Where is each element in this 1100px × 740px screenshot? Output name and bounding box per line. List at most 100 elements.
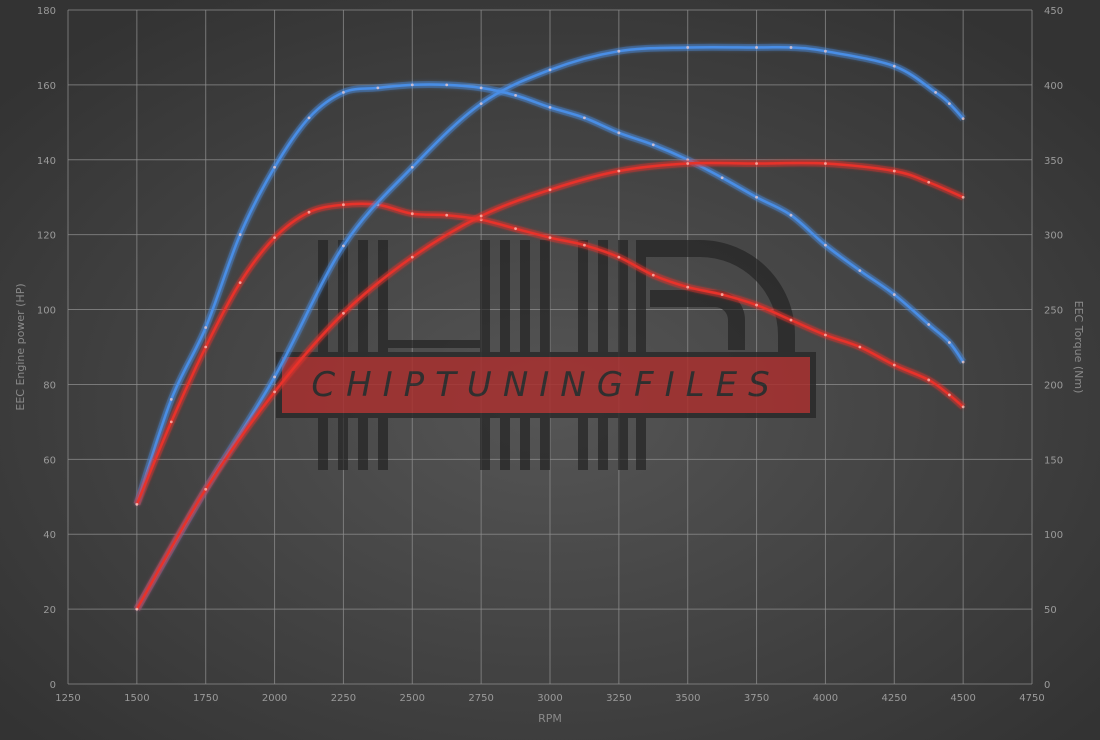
data-point — [927, 323, 931, 326]
y-left-tick-label: 60 — [43, 455, 56, 466]
x-axis-label: RPM — [538, 712, 562, 725]
y-right-tick-label: 50 — [1044, 605, 1057, 616]
torque-line-1 — [135, 202, 964, 505]
data-point — [342, 311, 345, 315]
data-point — [617, 255, 621, 259]
data-point — [617, 49, 621, 53]
data-point — [686, 46, 690, 49]
data-point — [755, 303, 758, 307]
data-point — [686, 162, 690, 165]
data-point — [204, 345, 208, 349]
data-point — [720, 176, 724, 180]
y-right-tick-label: 150 — [1044, 455, 1063, 466]
x-tick-label: 3750 — [744, 693, 769, 704]
data-point — [342, 244, 345, 248]
x-tick-label: 1750 — [193, 693, 218, 704]
data-point — [514, 227, 517, 231]
data-point — [204, 487, 208, 491]
x-tick-label: 3000 — [537, 693, 562, 704]
x-tick-label: 2250 — [331, 693, 356, 704]
data-point — [479, 86, 483, 90]
data-point — [273, 375, 276, 379]
data-point — [307, 116, 311, 120]
data-point — [514, 93, 517, 97]
watermark-logo: CHIPTUNINGFILES — [276, 240, 816, 470]
data-point — [410, 165, 414, 169]
y-left-tick-label: 140 — [37, 156, 56, 167]
data-point — [342, 203, 345, 207]
data-point — [169, 398, 173, 401]
y-left-tick-label: 100 — [37, 306, 56, 317]
data-point — [651, 273, 655, 277]
data-point — [273, 165, 276, 169]
y-right-tick-label: 300 — [1044, 231, 1063, 242]
data-point — [961, 405, 965, 409]
data-point — [789, 318, 793, 322]
data-point — [410, 83, 414, 87]
x-tick-label: 2000 — [262, 693, 287, 704]
data-point — [961, 195, 965, 199]
data-point — [445, 213, 449, 217]
data-point — [617, 169, 621, 173]
y-left-tick-label: 40 — [43, 530, 56, 541]
x-tick-label: 2750 — [468, 693, 493, 704]
y-right-tick-label: 450 — [1044, 6, 1063, 17]
data-point — [548, 236, 552, 240]
y-right-tick-label: 350 — [1044, 156, 1063, 167]
y-left-tick-label: 0 — [50, 680, 56, 691]
data-point — [858, 269, 862, 273]
y-left-tick-label: 20 — [43, 605, 56, 616]
data-point — [307, 210, 311, 214]
data-point — [445, 83, 449, 87]
data-point — [238, 281, 242, 284]
data-point — [927, 378, 931, 382]
data-point — [824, 333, 827, 337]
data-point — [479, 214, 483, 218]
data-point — [238, 233, 242, 237]
data-point — [548, 68, 552, 72]
data-point — [169, 420, 173, 424]
data-point — [947, 393, 951, 397]
x-tick-label: 2500 — [400, 693, 425, 704]
data-point — [479, 102, 483, 106]
data-point — [755, 46, 758, 49]
x-tick-label: 4250 — [882, 693, 907, 704]
data-point — [548, 188, 552, 192]
data-point — [789, 213, 793, 217]
y-left-tick-label: 80 — [43, 380, 56, 391]
x-tick-label: 3250 — [606, 693, 631, 704]
data-point — [824, 243, 827, 247]
y-left-tick-label: 120 — [37, 231, 56, 242]
data-point — [858, 345, 862, 349]
data-point — [720, 293, 724, 296]
y-right-tick-label: 400 — [1044, 81, 1063, 92]
data-point — [934, 90, 937, 94]
x-tick-label: 1250 — [55, 693, 80, 704]
ticks: 1250 1500 1750 2000 2250 2500 2750 3000 3250 3500… — [37, 6, 1063, 704]
data-point — [961, 117, 965, 120]
data-point — [789, 46, 793, 49]
x-tick-label: 4500 — [950, 693, 975, 704]
data-point — [583, 116, 586, 120]
data-point — [927, 180, 931, 184]
data-point — [273, 236, 276, 240]
data-point — [410, 212, 414, 216]
y-right-tick-label: 100 — [1044, 530, 1063, 541]
data-point — [479, 218, 483, 222]
data-point — [135, 607, 139, 611]
torque-line-0 — [135, 83, 965, 505]
data-point — [583, 243, 586, 247]
data-point — [892, 363, 896, 367]
data-point — [273, 390, 276, 394]
data-point — [617, 131, 621, 135]
series-group — [133, 43, 967, 611]
data-point — [947, 102, 951, 106]
data-point — [755, 195, 758, 199]
data-point — [204, 326, 208, 329]
data-point — [342, 90, 345, 94]
data-point — [135, 502, 139, 506]
data-point — [376, 86, 380, 90]
y-axis-left-label: EEC Engine power (HP) — [14, 283, 27, 410]
data-point — [892, 293, 896, 296]
